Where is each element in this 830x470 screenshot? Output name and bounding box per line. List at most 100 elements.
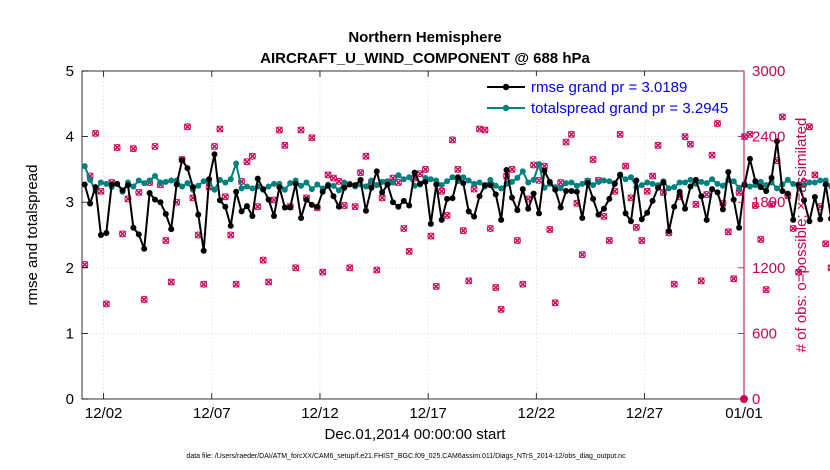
rmse-point xyxy=(498,216,505,223)
obs-assimilated-marker xyxy=(340,201,348,209)
totalspread-point xyxy=(676,179,683,186)
totalspread-point xyxy=(557,185,564,192)
x-tick-label: 01/01 xyxy=(725,405,763,422)
obs-possible-marker xyxy=(297,126,305,134)
obs-possible-marker xyxy=(362,152,370,160)
rmse-point xyxy=(281,204,288,211)
obs-point xyxy=(513,236,521,244)
obs-possible-marker xyxy=(211,142,219,150)
obs-assimilated-marker xyxy=(454,165,462,173)
legend: rmse grand pr = 3.0189 totalspread grand… xyxy=(481,76,741,120)
obs-assimilated-marker xyxy=(476,125,484,133)
legend-box xyxy=(481,76,741,120)
rmse-point xyxy=(579,214,586,221)
rmse-point xyxy=(552,186,559,193)
rmse-point xyxy=(541,167,548,174)
rmse-point xyxy=(687,183,694,190)
obs-assimilated-marker xyxy=(140,296,148,304)
obs-assimilated-marker xyxy=(351,203,359,211)
obs-possible-marker xyxy=(697,277,705,285)
totalspread-point xyxy=(298,182,305,189)
rmse-point xyxy=(649,197,656,204)
obs-assimilated-marker xyxy=(113,144,121,152)
totalspread-point xyxy=(649,180,656,187)
rmse-point xyxy=(97,232,104,238)
totalspread-point xyxy=(784,176,791,183)
obs-possible-marker xyxy=(346,264,354,272)
y-tick-label: 5 xyxy=(66,63,74,80)
obs-possible-marker xyxy=(275,126,283,134)
rmse-point xyxy=(346,181,353,188)
obs-point xyxy=(281,141,289,149)
rmse-point xyxy=(417,180,424,187)
obs-point xyxy=(102,300,110,308)
obs-possible-marker xyxy=(757,235,765,243)
legend-totalspread-label: totalspread grand pr = 3.2945 xyxy=(531,100,728,117)
obs-assimilated-marker xyxy=(92,129,100,137)
obs-possible-marker xyxy=(129,145,137,153)
rmse-point xyxy=(768,174,775,181)
rmse-point xyxy=(492,191,499,198)
totalspread-point xyxy=(730,178,737,185)
totalspread-point xyxy=(400,176,407,183)
obs-possible-marker xyxy=(730,275,738,283)
obs-possible-marker xyxy=(357,169,365,177)
obs-point xyxy=(724,228,732,236)
obs-point xyxy=(681,133,689,141)
obs-assimilated-marker xyxy=(751,201,759,209)
rmse-point xyxy=(763,188,770,195)
obs-point xyxy=(443,211,451,219)
obs-assimilated-marker xyxy=(292,264,300,272)
rmse-point xyxy=(243,203,250,210)
y2-tick-label: 0 xyxy=(752,391,760,408)
totalspread-point xyxy=(238,185,245,192)
obs-possible-marker xyxy=(243,158,251,166)
obs-assimilated-marker xyxy=(427,232,435,240)
obs-assimilated-marker xyxy=(670,280,678,288)
rmse-point xyxy=(287,204,294,211)
obs-assimilated-marker xyxy=(600,212,608,220)
chart-subtitle: AIRCRAFT_U_WIND_COMPONENT @ 688 hPa xyxy=(260,50,590,67)
obs-possible-marker xyxy=(578,251,586,259)
obs-assimilated-marker xyxy=(546,226,554,234)
obs-point xyxy=(346,264,354,272)
totalspread-point xyxy=(233,160,240,167)
obs-possible-marker xyxy=(254,203,262,211)
rmse-point xyxy=(130,224,137,231)
obs-possible-marker xyxy=(292,264,300,272)
obs-assimilated-marker xyxy=(530,161,538,169)
totalspread-point xyxy=(427,176,434,183)
rmse-point xyxy=(314,203,321,210)
obs-possible-marker xyxy=(248,152,256,160)
totalspread-point xyxy=(449,174,456,181)
totalspread-point xyxy=(460,174,467,181)
obs-assimilated-marker xyxy=(578,251,586,259)
obs-possible-marker xyxy=(589,156,597,164)
rmse-point xyxy=(741,182,748,189)
obs-point xyxy=(567,130,575,138)
obs-possible-marker xyxy=(724,228,732,236)
obs-point xyxy=(400,224,408,232)
totalspread-point xyxy=(746,183,753,190)
rmse-point xyxy=(730,196,737,203)
obs-point xyxy=(232,280,240,288)
rmse-point xyxy=(514,207,521,214)
totalspread-point xyxy=(627,174,634,181)
rmse-point xyxy=(362,207,369,214)
obs-point xyxy=(822,240,830,248)
obs-point xyxy=(578,251,586,259)
rmse-point xyxy=(638,216,645,223)
rmse-point xyxy=(103,230,110,237)
obs-possible-marker xyxy=(232,280,240,288)
obs-point xyxy=(589,156,597,164)
obs-assimilated-marker xyxy=(757,235,765,243)
obs-possible-marker xyxy=(805,123,813,131)
obs-assimilated-marker xyxy=(459,227,467,235)
y2-tick-label: 1200 xyxy=(752,260,785,277)
obs-assimilated-marker xyxy=(448,136,456,144)
obs-point xyxy=(654,141,662,149)
obs-point xyxy=(789,224,797,232)
obs-assimilated-marker xyxy=(492,283,500,291)
obs-assimilated-marker xyxy=(643,187,651,195)
obs-possible-marker xyxy=(459,227,467,235)
